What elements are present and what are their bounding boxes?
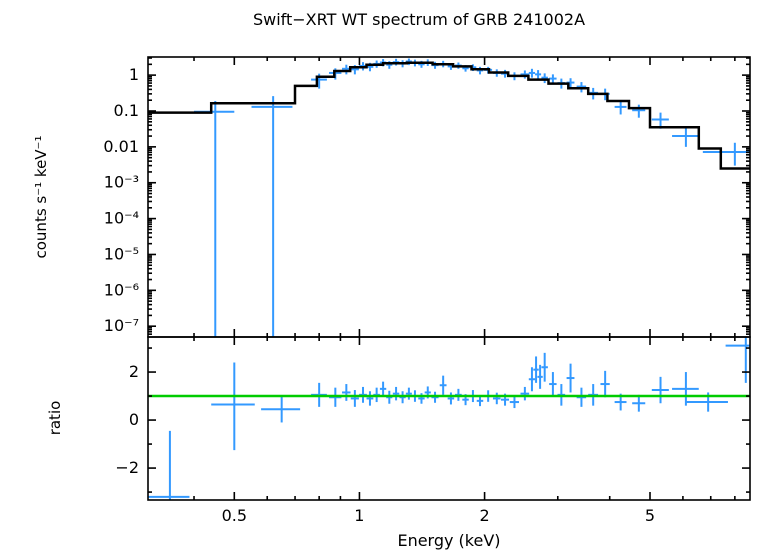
ratio-data-point	[509, 396, 519, 409]
ratio-data-point	[566, 363, 575, 393]
ratio-data-point	[672, 372, 699, 406]
ratio-data-point	[379, 381, 387, 397]
ratio-data-point	[418, 393, 425, 404]
y-tick-label: 10⁻³	[104, 173, 139, 192]
spectrum-data-point	[520, 70, 530, 79]
ratio-data-point	[541, 352, 548, 382]
ratio-data-point	[651, 376, 669, 404]
spectrum-data-point	[632, 104, 646, 118]
ratio-data-point	[439, 375, 447, 395]
y-tick-label: 1	[129, 65, 139, 84]
spectrum-data-point	[541, 73, 548, 84]
ratio-data-point	[549, 372, 557, 397]
ratio-data-point	[492, 392, 501, 405]
y-tick-label: 10⁻⁷	[104, 316, 139, 335]
tick-labels: 0.5 1 2 5 1 0.1 0.01 10⁻³ 10⁻⁴ 10⁻⁵ 10⁻⁶ 10⁻⁷ −2 0 2	[103, 65, 655, 525]
spectrum-data-point	[614, 100, 627, 115]
ratio-data-point	[632, 394, 646, 412]
x-tick-label: 2	[480, 506, 490, 525]
spectrum-panel-data	[148, 58, 750, 337]
y-tick-label: 0	[129, 410, 139, 429]
y-tick-label: 2	[129, 362, 139, 381]
y-tick-label: 10⁻⁵	[104, 245, 139, 264]
ratio-data-point	[528, 367, 536, 392]
spectrum-data-point	[702, 142, 750, 166]
spectrum-data-point	[528, 68, 536, 78]
ratio-data-point	[366, 391, 374, 406]
ratio-data-point	[350, 390, 359, 407]
ratio-data-point	[725, 337, 750, 383]
y-tick-label: −2	[115, 458, 139, 477]
ratio-data-point	[520, 386, 530, 401]
spectrum-data-point	[476, 66, 484, 75]
spectrum-data-point	[535, 70, 542, 79]
spectrum-data-point	[194, 100, 235, 337]
ratio-data-point	[405, 387, 412, 400]
y-tick-label: 10⁻⁶	[104, 280, 139, 299]
ratio-data-point	[447, 392, 455, 405]
ratio-data-point	[211, 362, 255, 451]
spectrum-data-point	[251, 96, 293, 337]
ratio-data-point	[261, 396, 301, 423]
ratio-data-point	[476, 395, 484, 407]
x-axis-label: Energy (keV)	[397, 531, 501, 550]
ratio-frame	[147, 336, 751, 501]
axes	[147, 56, 751, 501]
ratio-data-point	[600, 370, 610, 398]
y-tick-label: 0.1	[114, 101, 139, 120]
ratio-data-point	[537, 364, 543, 389]
ratio-data-point	[342, 384, 351, 401]
spectrum-data-point	[672, 128, 699, 147]
ratio-data-point	[148, 430, 190, 500]
x-tick-label: 0.5	[222, 506, 247, 525]
chart-title: Swift−XRT WT spectrum of GRB 241002A	[252, 10, 586, 29]
spectrum-data-point	[549, 74, 557, 84]
ratio-data-point	[392, 386, 400, 401]
model-line	[148, 61, 750, 170]
spectrum-frame	[147, 56, 751, 338]
y-tick-label: 0.01	[103, 137, 139, 156]
x-tick-label: 1	[354, 506, 364, 525]
y-tick-label: 10⁻⁴	[104, 209, 139, 228]
ratio-data-point	[533, 356, 539, 383]
x-tick-label: 5	[645, 506, 655, 525]
ratio-panel-data	[148, 337, 750, 500]
